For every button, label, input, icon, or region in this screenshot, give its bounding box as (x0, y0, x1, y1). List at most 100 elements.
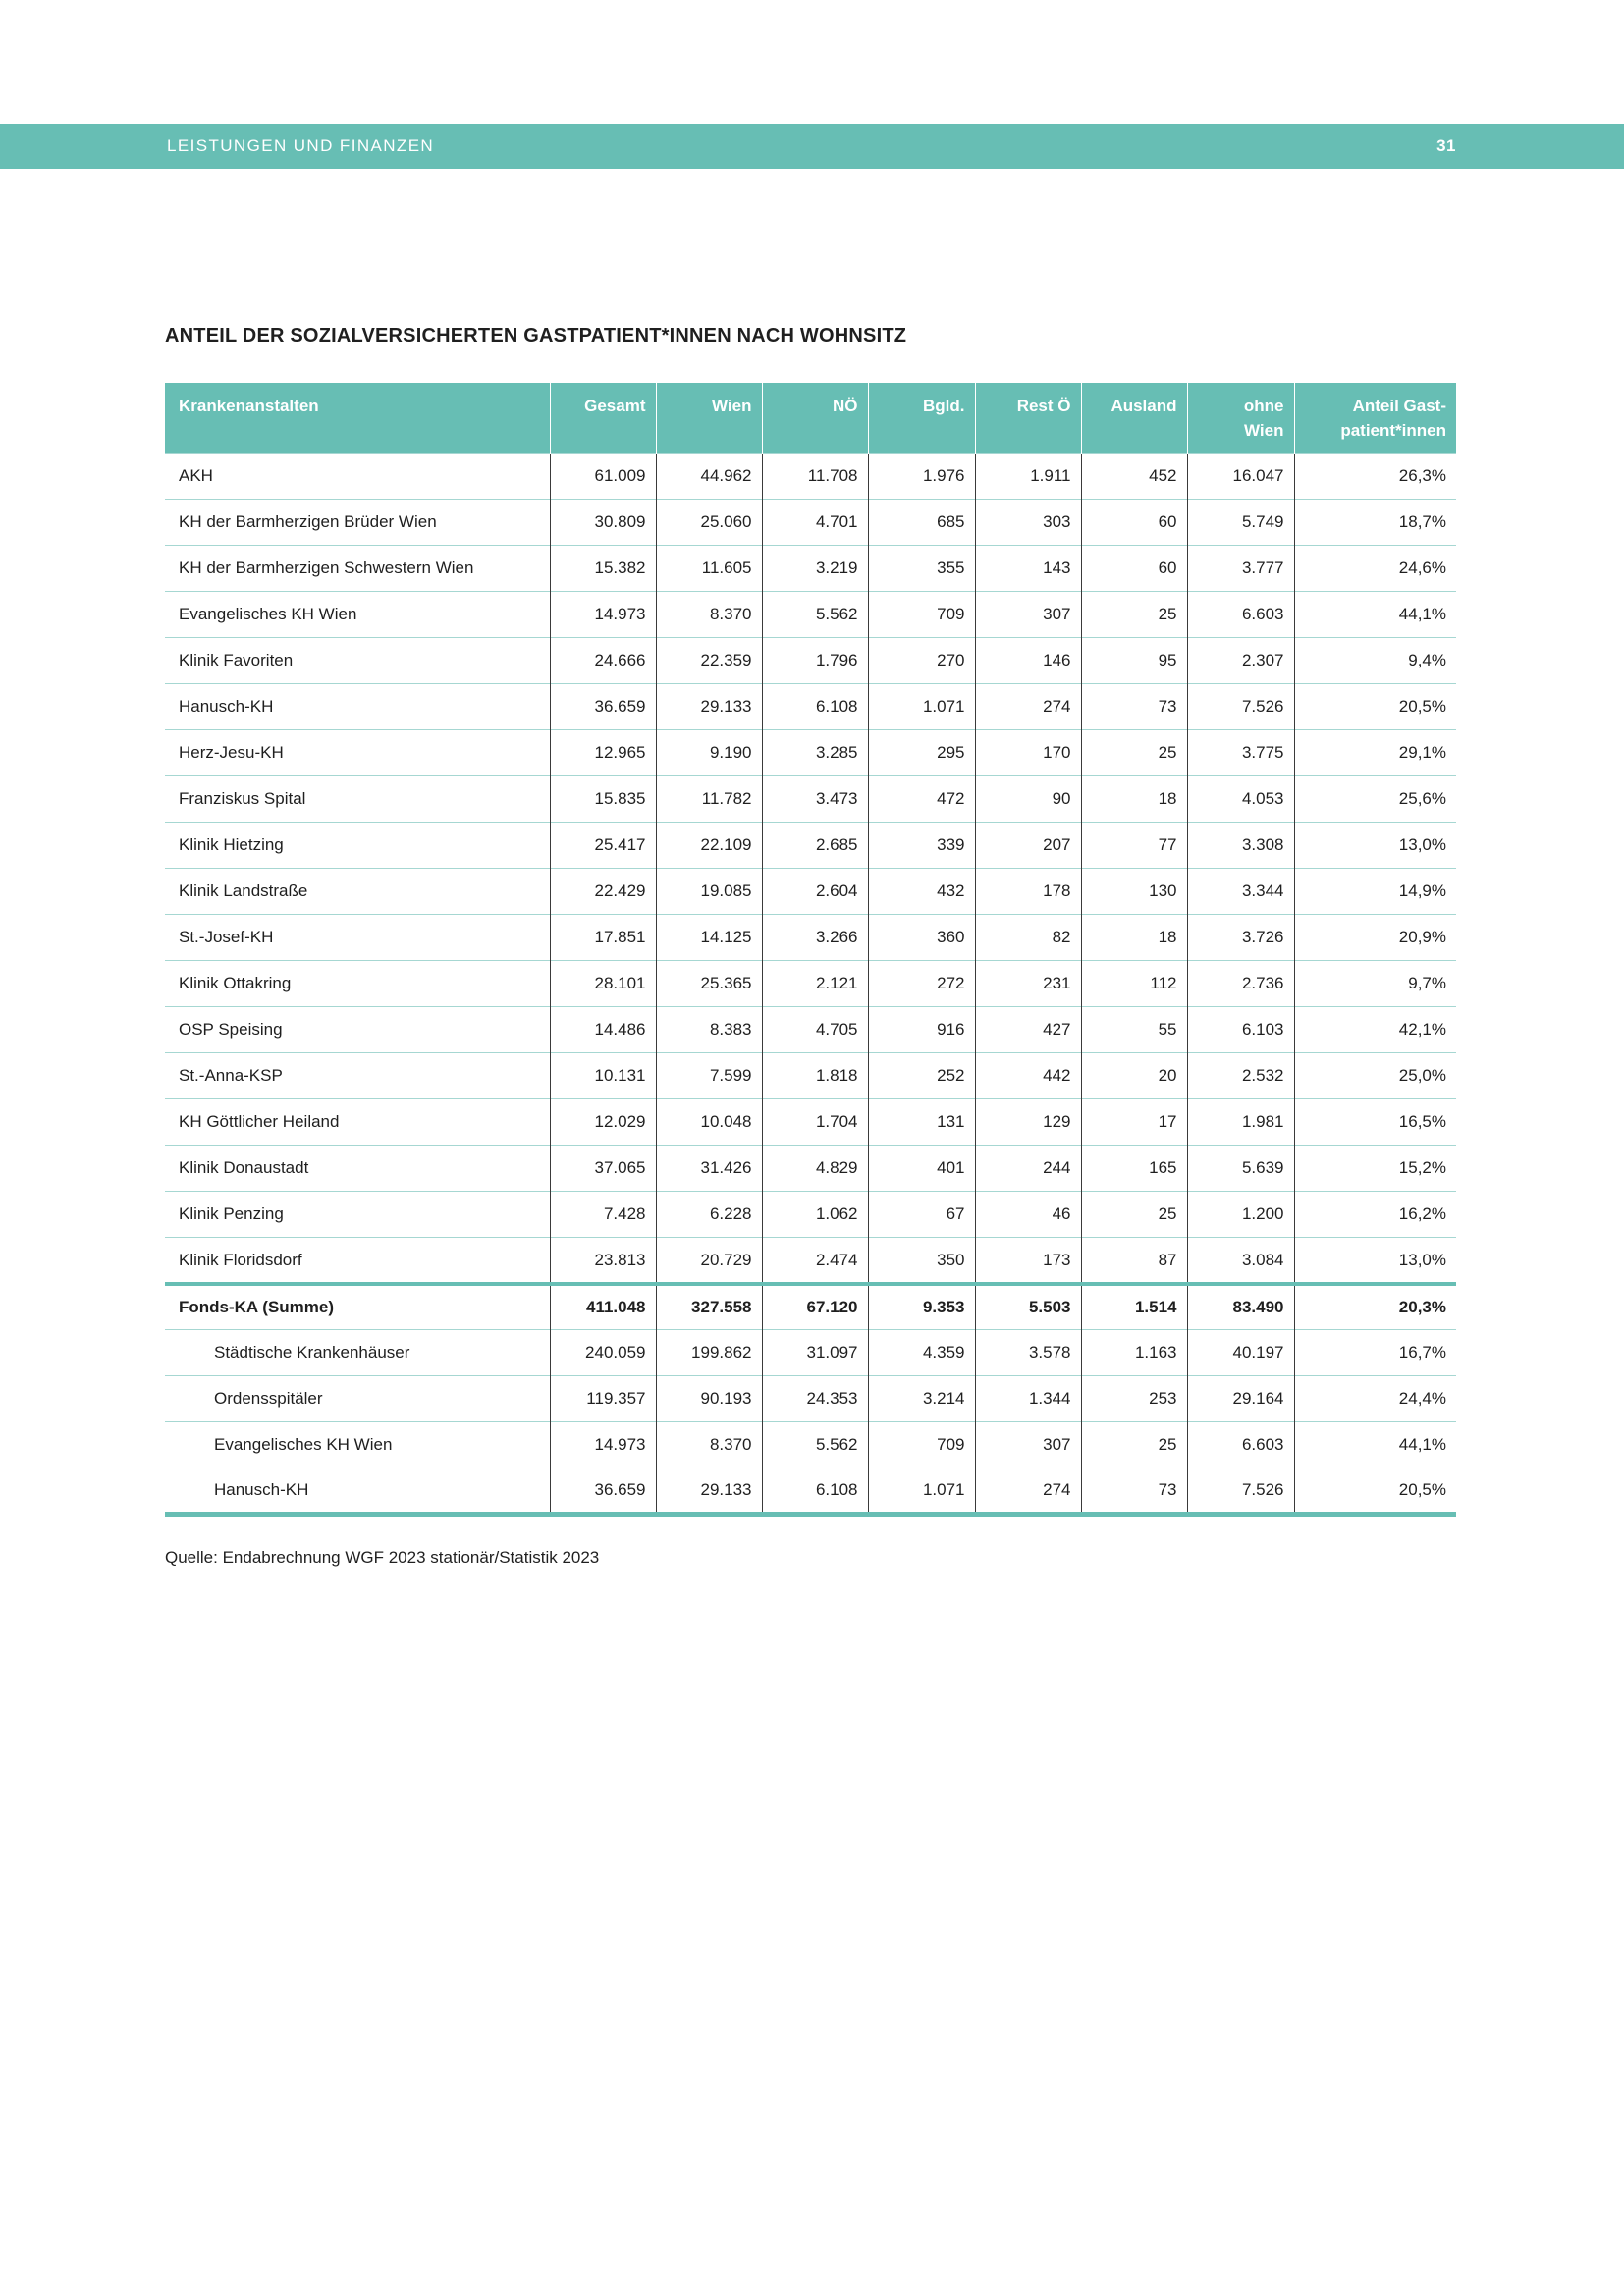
table-cell: 12.029 (549, 1098, 656, 1146)
table-cell: 3.777 (1186, 545, 1294, 592)
column-header: Krankenanstalten (165, 383, 550, 454)
column-header: Ausland (1080, 383, 1187, 454)
table-cell: 11.782 (655, 775, 762, 823)
table-row: Hanusch-KH 36.659 29.133 6.108 1.071 274 73 7.5… (165, 683, 1456, 730)
table-cell: 29.133 (655, 1468, 762, 1515)
table-cell: 46 (974, 1191, 1081, 1238)
table-cell: 401 (867, 1145, 975, 1192)
table-cell: 112 (1080, 960, 1187, 1007)
table-cell: 1.818 (761, 1052, 868, 1099)
row-label: Klinik Penzing (165, 1191, 550, 1238)
row-label: Fonds-KA (Summe) (165, 1281, 550, 1330)
table-cell: 6.603 (1186, 591, 1294, 638)
table-row: Hanusch-KH 36.659 29.133 6.108 1.071 274 73 7.5… (165, 1468, 1456, 1515)
table-cell: 442 (974, 1052, 1081, 1099)
table-cell: 685 (867, 499, 975, 546)
table-row: Städtische Krankenhäuser 240.059 199.862 31… (165, 1329, 1456, 1376)
table-cell: 11.708 (761, 453, 868, 500)
table-cell: 1.796 (761, 637, 868, 684)
row-label: KH Göttlicher Heiland (165, 1098, 550, 1146)
row-label: Klinik Floridsdorf (165, 1237, 550, 1284)
row-label: Herz-Jesu-KH (165, 729, 550, 776)
table-cell: 472 (867, 775, 975, 823)
table-cell: 3.214 (867, 1375, 975, 1422)
table-cell: 67.120 (761, 1281, 868, 1330)
table-cell: 9,4% (1293, 637, 1456, 684)
table-cell: 9.190 (655, 729, 762, 776)
table-cell: 42,1% (1293, 1006, 1456, 1053)
table-cell: 3.084 (1186, 1237, 1294, 1284)
table-cell: 170 (974, 729, 1081, 776)
table-cell: 4.701 (761, 499, 868, 546)
table-cell: 3.285 (761, 729, 868, 776)
row-label: Ordensspitäler (165, 1375, 550, 1422)
table-cell: 36.659 (549, 683, 656, 730)
table-cell: 44,1% (1293, 1421, 1456, 1468)
table-cell: 303 (974, 499, 1081, 546)
table-cell: 22.109 (655, 822, 762, 869)
table-cell: 44,1% (1293, 591, 1456, 638)
table-cell: 25 (1080, 591, 1187, 638)
table-cell: 25 (1080, 1191, 1187, 1238)
table-row: Franziskus Spital 15.835 11.782 3.473 472 90 1… (165, 775, 1456, 823)
table-cell: 295 (867, 729, 975, 776)
table-cell: 3.266 (761, 914, 868, 961)
table-cell: 60 (1080, 499, 1187, 546)
table-body: AKH 61.009 44.962 11.708 1.976 1.911 452 16.047… (165, 453, 1456, 1515)
table-cell: 3.308 (1186, 822, 1294, 869)
page-number: 31 (1436, 136, 1456, 155)
table-cell: 1.062 (761, 1191, 868, 1238)
table-cell: 6.603 (1186, 1421, 1294, 1468)
table-cell: 7.526 (1186, 1468, 1294, 1515)
table-cell: 355 (867, 545, 975, 592)
table-cell: 13,0% (1293, 822, 1456, 869)
table-cell: 8.370 (655, 1421, 762, 1468)
table-cell: 1.071 (867, 1468, 975, 1515)
table-cell: 709 (867, 1421, 975, 1468)
table-cell: 61.009 (549, 453, 656, 500)
table-cell: 2.685 (761, 822, 868, 869)
table-cell: 8.383 (655, 1006, 762, 1053)
table-cell: 14.973 (549, 1421, 656, 1468)
column-header: NÖ (761, 383, 868, 454)
table-cell: 25 (1080, 1421, 1187, 1468)
table-cell: 18 (1080, 775, 1187, 823)
row-label: Evangelisches KH Wien (165, 1421, 550, 1468)
table-cell: 15,2% (1293, 1145, 1456, 1192)
table-cell: 7.526 (1186, 683, 1294, 730)
table-cell: 244 (974, 1145, 1081, 1192)
table-cell: 3.775 (1186, 729, 1294, 776)
table-row: KH der Barmherzigen Brüder Wien 30.809 25.… (165, 499, 1456, 546)
table-cell: 10.131 (549, 1052, 656, 1099)
table-row: KH der Barmherzigen Schwestern Wien 15.38… (165, 545, 1456, 592)
table-cell: 6.108 (761, 1468, 868, 1515)
table-cell: 20,3% (1293, 1281, 1456, 1330)
column-header: Bgld. (867, 383, 975, 454)
table-cell: 432 (867, 868, 975, 915)
table-cell: 87 (1080, 1237, 1187, 1284)
table-cell: 40.197 (1186, 1329, 1294, 1376)
column-header: ohne Wien (1186, 383, 1294, 454)
table-row: St.-Anna-KSP 10.131 7.599 1.818 252 442 20 2.53… (165, 1052, 1456, 1099)
table-cell: 20,5% (1293, 1468, 1456, 1515)
table-cell: 25,6% (1293, 775, 1456, 823)
table-cell: 360 (867, 914, 975, 961)
table-title: ANTEIL DER SOZIALVERSICHERTEN GASTPATIEN… (165, 325, 907, 347)
table-cell: 307 (974, 1421, 1081, 1468)
table-cell: 29.133 (655, 683, 762, 730)
table-cell: 19.085 (655, 868, 762, 915)
table-cell: 95 (1080, 637, 1187, 684)
table-cell: 14,9% (1293, 868, 1456, 915)
row-label: KH der Barmherzigen Brüder Wien (165, 499, 550, 546)
table-row: Klinik Hietzing 25.417 22.109 2.685 339 207 77… (165, 822, 1456, 869)
table-cell: 26,3% (1293, 453, 1456, 500)
table-cell: 178 (974, 868, 1081, 915)
table-cell: 5.749 (1186, 499, 1294, 546)
source-note: Quelle: Endabrechnung WGF 2023 stationär… (165, 1548, 600, 1567)
table-cell: 14.125 (655, 914, 762, 961)
row-label: Klinik Landstraße (165, 868, 550, 915)
table-cell: 4.829 (761, 1145, 868, 1192)
table-cell: 10.048 (655, 1098, 762, 1146)
